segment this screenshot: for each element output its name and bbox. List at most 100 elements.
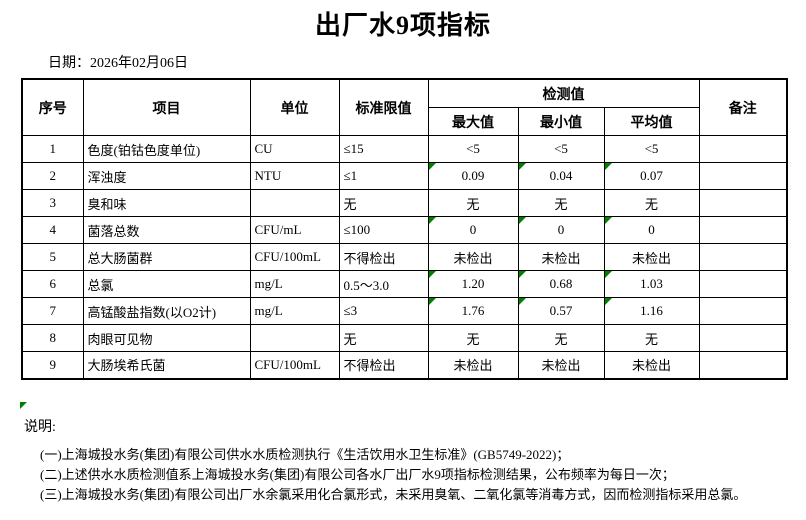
cell-remark xyxy=(698,297,788,325)
cell-max-text: 无 xyxy=(466,196,480,212)
cell-limit-text: ≤1 xyxy=(343,168,358,183)
cell-item-text: 菌落总数 xyxy=(87,223,140,239)
excel-flag-icon xyxy=(519,163,526,170)
excel-flag-icon xyxy=(519,271,526,278)
cell-remark xyxy=(698,243,788,271)
excel-flag-icon xyxy=(429,217,436,224)
header-no: 序号 xyxy=(21,78,84,136)
cell-avg-text: 0.07 xyxy=(640,168,663,183)
cell-unit: NTU xyxy=(249,162,340,190)
header-min: 最小值 xyxy=(517,107,605,136)
excel-flag-icon xyxy=(605,271,612,278)
cell-unit-text: CU xyxy=(254,141,273,156)
cell-remark xyxy=(698,216,788,244)
date-value: 2026年02月06日 xyxy=(90,56,188,71)
cell-max-text: 0.09 xyxy=(461,168,485,183)
cell-max-text: 1.20 xyxy=(461,276,485,291)
table-row: 5 总大肠菌群 CFU/100mL 不得检出 未检出 未检出 未检出 xyxy=(21,243,788,271)
cell-item-text: 肉眼可见物 xyxy=(87,331,153,347)
cell-max: 无 xyxy=(427,189,519,217)
cell-limit: ≤3 xyxy=(338,297,429,325)
cell-max-text: <5 xyxy=(466,141,480,156)
cell-min-text: 无 xyxy=(554,196,568,212)
cell-min: 未检出 xyxy=(517,243,605,271)
cell-min-text: 0.68 xyxy=(549,276,573,291)
notes-section: (一)上海城投水务(集团)有限公司供水水质检测执行《生活饮用水卫生标准》(GB5… xyxy=(40,445,746,505)
cell-unit: CFU/100mL xyxy=(249,351,340,379)
cell-avg-text: 未检出 xyxy=(631,358,671,374)
cell-no-text: 1 xyxy=(49,141,57,156)
cell-item: 总大肠菌群 xyxy=(82,243,251,271)
cell-remark xyxy=(698,270,788,298)
cell-min: 0.57 xyxy=(517,297,605,325)
header-detection: 检测值 xyxy=(427,78,700,108)
cell-max: 未检出 xyxy=(427,243,519,271)
cell-no-text: 5 xyxy=(49,249,57,264)
cell-min: 0 xyxy=(517,216,605,244)
cell-item-text: 高锰酸盐指数(以O2计) xyxy=(87,304,217,320)
cell-avg: 0.07 xyxy=(603,162,700,190)
cell-item: 高锰酸盐指数(以O2计) xyxy=(82,297,251,325)
excel-flag-icon xyxy=(20,402,27,409)
cell-limit: 不得检出 xyxy=(338,243,429,271)
table-row: 3 臭和味 无 无 无 无 xyxy=(21,189,788,217)
cell-unit xyxy=(249,324,340,352)
cell-min-text: 无 xyxy=(554,331,568,347)
cell-limit: 无 xyxy=(338,324,429,352)
cell-unit-text: CFU/100mL xyxy=(254,356,321,372)
cell-min-text: 未检出 xyxy=(541,358,581,374)
cell-max: 1.20 xyxy=(427,270,519,298)
cell-limit-text: 无 xyxy=(343,331,357,347)
cell-min: 0.04 xyxy=(517,162,605,190)
excel-flag-icon xyxy=(519,298,526,305)
cell-max: 0 xyxy=(427,216,519,244)
cell-avg-text: 无 xyxy=(644,331,658,347)
excel-flag-icon xyxy=(519,217,526,224)
cell-remark xyxy=(698,324,788,352)
cell-avg-text: 无 xyxy=(644,196,658,212)
table-row: 8 肉眼可见物 无 无 无 无 xyxy=(21,324,788,352)
cell-limit-text: 不得检出 xyxy=(343,358,396,374)
cell-item-text: 色度(铂钴色度单位) xyxy=(87,142,201,158)
header-max: 最大值 xyxy=(427,107,519,136)
cell-no: 6 xyxy=(21,270,84,298)
cell-min: 未检出 xyxy=(517,351,605,379)
cell-unit-text: mg/L xyxy=(254,303,283,318)
notes-label: 说明: xyxy=(24,420,56,435)
cell-min-text: 未检出 xyxy=(541,250,581,266)
cell-no: 8 xyxy=(21,324,84,352)
table-row: 2 浑浊度 NTU ≤1 0.09 0.04 0.07 xyxy=(21,162,788,190)
cell-remark xyxy=(698,162,788,190)
table-row: 6 总氯 mg/L 0.5～3.0 1.20 0.68 1.03 xyxy=(21,270,788,298)
excel-flag-icon xyxy=(605,163,612,170)
cell-limit: 0.5～3.0 xyxy=(338,270,429,298)
cell-max-text: 无 xyxy=(466,331,480,347)
cell-unit: mg/L xyxy=(249,297,340,325)
note-line-1: (一)上海城投水务(集团)有限公司供水水质检测执行《生活饮用水卫生标准》(GB5… xyxy=(40,447,570,462)
excel-flag-icon xyxy=(429,298,436,305)
cell-avg-text: <5 xyxy=(644,141,659,156)
cell-limit: ≤1 xyxy=(338,162,429,190)
cell-avg: 0 xyxy=(603,216,700,244)
cell-min-text: 0.57 xyxy=(549,303,573,318)
cell-max-text: 未检出 xyxy=(453,250,493,266)
header-unit: 单位 xyxy=(249,78,340,136)
excel-flag-icon xyxy=(429,163,436,170)
cell-limit-text: 不得检出 xyxy=(343,250,396,266)
cell-no: 2 xyxy=(21,162,84,190)
cell-limit-text: ≤100 xyxy=(343,222,371,237)
cell-limit: ≤15 xyxy=(338,135,429,163)
cell-no-text: 9 xyxy=(49,356,57,372)
cell-min: 无 xyxy=(517,324,605,352)
cell-min-text: 0.04 xyxy=(549,168,573,183)
cell-no: 9 xyxy=(21,351,84,379)
header-remark: 备注 xyxy=(698,78,788,136)
cell-no: 5 xyxy=(21,243,84,271)
header-item: 项目 xyxy=(82,78,251,136)
cell-min: <5 xyxy=(517,135,605,163)
cell-item-text: 臭和味 xyxy=(87,196,127,212)
cell-max: 0.09 xyxy=(427,162,519,190)
cell-min-text: <5 xyxy=(554,141,568,156)
cell-max: <5 xyxy=(427,135,519,163)
excel-flag-icon xyxy=(605,298,612,305)
